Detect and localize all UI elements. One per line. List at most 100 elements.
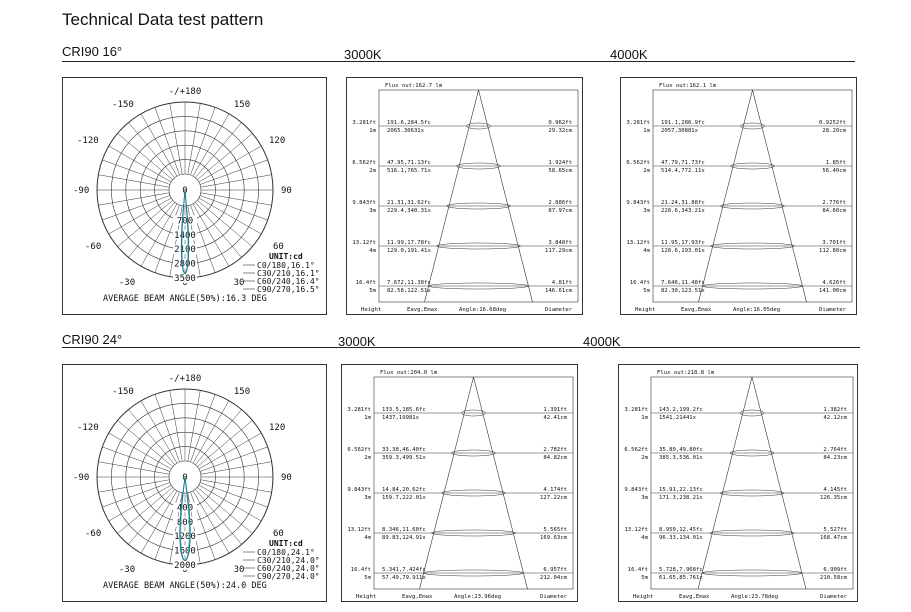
cone-diameter-ft: 5.527ft: [823, 527, 847, 533]
section-1-cone-2-label: 4000K: [610, 47, 648, 62]
cone-distance-ft: 9.843ft: [352, 200, 376, 206]
cone-distance-ft: 6.562ft: [347, 447, 371, 453]
cone-footer-angle: Angle:23.78deg: [731, 594, 778, 600]
polar-spoke: [200, 174, 272, 188]
cone-diameter-cm: 210.58cm: [820, 575, 848, 581]
polar-spoke: [197, 133, 253, 180]
cone-diameter-cm: 84.23cm: [823, 455, 847, 461]
polar-spoke: [198, 484, 262, 522]
cone-illuminance-lx: 516.1,765.71x: [387, 168, 431, 174]
cone-illuminance-lx: 2065.30631x: [387, 128, 425, 134]
cone-diameter-ft: 2.764ft: [823, 447, 847, 453]
cone-diameter-ft: 0.9252ft: [819, 120, 846, 126]
cone-distance-ft: 13.12ft: [624, 527, 648, 533]
polar-angle-label: -30: [119, 278, 135, 288]
cone-illuminance-fc: 47.79,71.73fc: [661, 160, 705, 166]
cone-distance-ft: 6.562ft: [626, 160, 650, 166]
polar-spoke: [140, 203, 178, 267]
polar-angle-label: -120: [77, 136, 99, 146]
cone-edge-left: [698, 89, 753, 303]
polar-ring-label-bg: [173, 516, 197, 527]
cone-ellipse: [466, 122, 491, 130]
cone-distance-ft: 13.12ft: [352, 240, 376, 246]
cone-diameter-cm: 168.47cm: [820, 535, 848, 541]
section-2-label: CRI90 24°: [62, 332, 123, 347]
cone-distance-m: 5m: [364, 575, 371, 581]
cone-distance-ft: 16.4ft: [351, 567, 371, 573]
polar-angle-label: 30: [234, 278, 245, 288]
cone-distance-ft: 13.12ft: [626, 240, 650, 246]
cone-ellipse: [428, 282, 529, 290]
cone-footer-eavg: Eavg,Emax: [402, 594, 433, 600]
cone-ellipse: [423, 569, 524, 577]
cone-ellipse: [710, 242, 795, 250]
polar-ring-label: 1200: [174, 532, 196, 542]
cone-footer-angle: Angle:23.96deg: [454, 594, 501, 600]
polar-ring-label-bg: [173, 244, 197, 255]
cone-diameter-ft: 3.701ft: [822, 240, 846, 246]
polar-ring-label: 800: [177, 518, 193, 528]
cone-diagram-1: Flux out:162.7 lm 3.281ft 1m 191.6,284.5fc 2…: [346, 77, 583, 315]
polar-ring-label: 3500: [174, 274, 196, 284]
polar-spoke: [98, 479, 170, 493]
cone-diameter-ft: 0.962ft: [548, 120, 572, 126]
cone-footer-height: Height: [635, 307, 655, 313]
cone-distance-m: 5m: [369, 288, 376, 294]
polar-ring-label-bg: [173, 258, 197, 269]
polar-diagram-2: -/+180-150150-120120-9090-6060-303000400…: [62, 364, 327, 602]
polar-spoke: [195, 409, 242, 465]
cone-distance-m: 4m: [369, 248, 376, 254]
cone-ellipse: [720, 202, 785, 210]
cone-footer-diameter: Diameter: [819, 307, 847, 313]
polar-spoke: [169, 103, 183, 175]
polar-spoke: [195, 122, 242, 178]
cone-flux: Flux out:204.0 lm: [380, 370, 438, 376]
polar-ring-label-bg: [173, 545, 197, 556]
cone-footer-eavg: Eavg,Emax: [681, 307, 712, 313]
polar-spoke: [108, 484, 172, 522]
cone-diameter-cm: 112.80cm: [819, 248, 847, 254]
cone-illuminance-fc: 191.6,284.5fc: [387, 120, 431, 126]
cone-footer-diameter: Diameter: [540, 594, 568, 600]
cone-diameter-ft: 1.924ft: [548, 160, 572, 166]
cone-illuminance-lx: 2057,30881x: [661, 128, 699, 134]
cone-illuminance-fc: 14.84,20.62fc: [382, 487, 426, 493]
polar-ring-label: 2100: [174, 245, 196, 255]
polar-spoke: [200, 192, 272, 206]
polar-spoke: [187, 390, 201, 462]
cone-diameter-cm: 84.82cm: [543, 455, 567, 461]
cone-distance-m: 4m: [364, 535, 371, 541]
cone-diagram-3: Flux out:204.0 lm 3.281ft 1m 133.5,185.6fc 1…: [341, 364, 578, 602]
polar-spoke: [98, 174, 170, 188]
cone-illuminance-fc: 7.646,11.48fc: [661, 280, 705, 286]
cone-footer-height: Height: [361, 307, 381, 313]
polar-spoke: [102, 195, 171, 221]
polar-spoke: [192, 490, 230, 554]
cone-diameter-cm: 58.65cm: [548, 168, 572, 174]
polar-angle-label: -60: [85, 529, 101, 539]
polar-legend-entry: C90/270,16.5°: [257, 285, 320, 294]
polar-svg-1: -/+180-150150-120120-9090-6060-303000700…: [73, 87, 320, 304]
polar-svg-2: -/+180-150150-120120-9090-6060-303000400…: [73, 374, 320, 591]
cone-illuminance-lx: 514.4,772.11x: [661, 168, 705, 174]
polar-angle-label: -90: [73, 186, 89, 196]
cone-illuminance-lx: 1541,21441x: [659, 415, 697, 421]
cone-footer-diameter: Diameter: [545, 307, 573, 313]
polar-spoke: [117, 487, 173, 534]
polar-spoke: [197, 487, 253, 534]
cone-illuminance-fc: 35.80,49.80fc: [659, 447, 703, 453]
cone-illuminance-fc: 143.2,199.2fc: [659, 407, 703, 413]
polar-beam-curve-c90: [179, 476, 191, 562]
cone-footer-diameter: Diameter: [820, 594, 848, 600]
cone-diameter-ft: 1.382ft: [823, 407, 847, 413]
polar-legend-entry: C0/180,16.1°: [257, 261, 315, 270]
cone-diameter-ft: 4.626ft: [822, 280, 846, 286]
cone-illuminance-fc: 133.5,185.6fc: [382, 407, 426, 413]
cone-distance-m: 1m: [364, 415, 371, 421]
cone-diameter-cm: 28.20cm: [822, 128, 846, 134]
cone-ellipse: [729, 449, 775, 457]
cone-ellipse: [709, 529, 795, 537]
polar-angle-label: 150: [234, 387, 250, 397]
cone-ellipse: [441, 489, 506, 497]
cone-footer-height: Height: [633, 594, 653, 600]
